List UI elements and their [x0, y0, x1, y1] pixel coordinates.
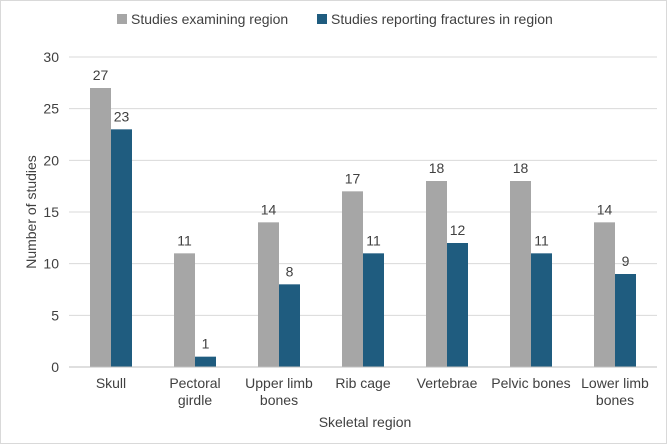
y-tick-label: 25: [43, 101, 59, 117]
x-tick-label: Skull: [96, 375, 126, 391]
y-tick-label: 10: [43, 256, 59, 272]
x-axis-title: Skeletal region: [319, 414, 412, 430]
data-label: 1: [202, 336, 210, 352]
data-label: 14: [597, 201, 613, 217]
x-tick-label: Pelvic bones: [491, 375, 570, 391]
bar-examining: [258, 222, 279, 367]
legend: Studies examining region Studies reportin…: [117, 11, 553, 27]
bar-examining: [426, 181, 447, 367]
bars: [90, 88, 636, 367]
data-label: 11: [534, 232, 549, 248]
bar-examining: [594, 222, 615, 367]
bar-examining: [174, 253, 195, 367]
bar-fractures: [531, 253, 552, 367]
x-tick-label: Rib cage: [335, 375, 390, 391]
y-tick-label: 15: [43, 204, 59, 220]
y-tick-label: 30: [43, 49, 59, 65]
x-tick-label: Upper limb bones: [245, 375, 313, 408]
data-label: 8: [286, 263, 294, 279]
x-tick-label: Pectoral girdle: [169, 375, 220, 408]
y-tick-label: 0: [51, 359, 59, 375]
bar-fractures: [615, 274, 636, 367]
data-label: 18: [429, 160, 445, 176]
y-tick-label: 5: [51, 307, 59, 323]
bar-fractures: [363, 253, 384, 367]
bar-examining: [342, 191, 363, 367]
data-label: 18: [513, 160, 529, 176]
legend-swatch: [317, 14, 327, 24]
x-tick-label: Lower limb bones: [581, 375, 649, 408]
bar-examining: [90, 88, 111, 367]
x-axis-ticks: Skull Pectoral girdle Upper limb bones Rib ca…: [96, 375, 649, 408]
bar-fractures: [111, 129, 132, 367]
bar-fractures: [447, 243, 468, 367]
legend-label: Studies reporting fractures in region: [331, 11, 553, 27]
x-tick-label: Vertebrae: [417, 375, 478, 391]
data-label: 23: [114, 108, 130, 124]
data-label: 27: [93, 67, 109, 83]
legend-label: Studies examining region: [131, 11, 288, 27]
y-axis-ticks: 0 5 10 15 20 25 30: [43, 49, 59, 375]
data-label: 12: [450, 222, 466, 238]
data-label: 14: [261, 201, 277, 217]
y-tick-label: 20: [43, 152, 59, 168]
data-label: 17: [345, 170, 361, 186]
bar-fractures: [195, 356, 216, 367]
y-axis-title: Number of studies: [23, 155, 39, 269]
data-label: 11: [177, 232, 192, 248]
bar-examining: [510, 181, 531, 367]
data-label: 11: [366, 232, 381, 248]
data-label: 9: [622, 253, 630, 269]
bar-fractures: [279, 284, 300, 367]
legend-swatch: [117, 14, 127, 24]
